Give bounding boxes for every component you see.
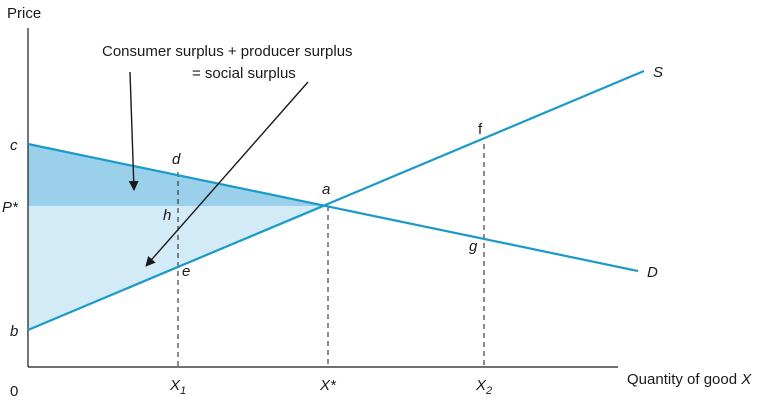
point-label-g: g — [469, 238, 478, 255]
annotation-line-2: = social surplus — [192, 65, 296, 82]
supply-curve — [27, 69, 645, 332]
x-axis-label: Quantity of good X — [627, 371, 752, 388]
demand-curve — [27, 142, 639, 273]
point-label-e: e — [182, 263, 190, 280]
annotation-arrow-social — [145, 81, 309, 267]
x2-tick-main: X — [475, 377, 487, 394]
annotation-line-1: Consumer surplus + producer surplus — [102, 43, 353, 60]
x2-tick-sub: 2 — [485, 385, 492, 397]
x-axis-label-var: X — [740, 371, 752, 388]
point-label-f: f — [478, 121, 483, 138]
point-label-d: d — [172, 151, 181, 168]
x1-tick-main: X — [169, 377, 181, 394]
point-label-h: h — [163, 207, 171, 224]
origin-label: 0 — [10, 383, 18, 400]
x1-tick-label: X1 — [169, 377, 186, 397]
supply-curve-label: S — [653, 64, 663, 81]
x2-tick-label: X2 — [475, 377, 492, 397]
x-axis-label-text: Quantity of good — [627, 371, 741, 388]
x1-tick-sub: 1 — [180, 385, 186, 397]
point-label-a: a — [322, 181, 330, 198]
demand-curve-label: D — [647, 264, 658, 281]
annotation-arrow-consumer — [128, 71, 139, 191]
xstar-tick-label: X* — [319, 377, 337, 394]
y-axis-label: Price — [7, 5, 41, 22]
point-label-b: b — [10, 323, 18, 340]
point-label-c: c — [10, 137, 18, 154]
point-label-p-star: P* — [2, 199, 19, 216]
